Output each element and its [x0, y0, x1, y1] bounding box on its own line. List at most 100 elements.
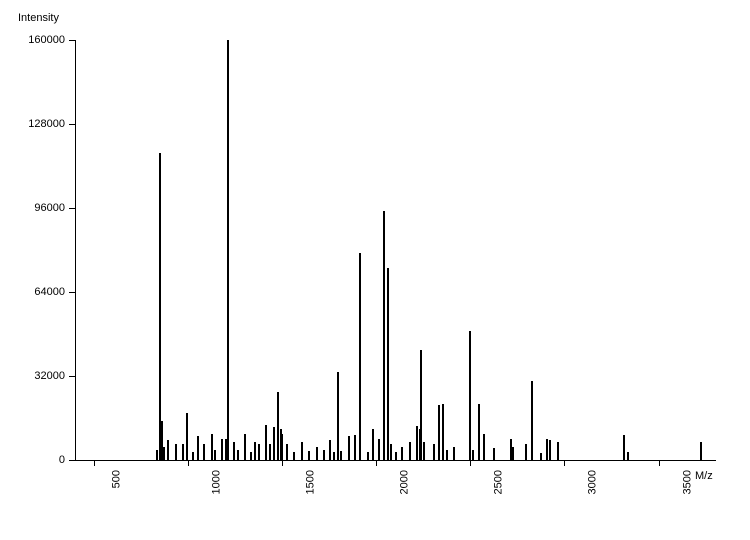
x-tick: [188, 460, 189, 466]
spectrum-peak: [483, 434, 485, 460]
spectrum-peak: [478, 404, 480, 460]
mass-spectrum-chart: Intensity M/z 0 32000 64000 96000 128000 1600…: [0, 0, 750, 540]
spectrum-peak: [348, 436, 350, 460]
spectrum-peak: [446, 450, 448, 461]
spectrum-peak: [329, 440, 331, 460]
spectrum-peak: [308, 451, 310, 460]
spectrum-peak: [401, 447, 403, 460]
y-tick-label: 160000: [28, 34, 65, 46]
y-tick-label: 96000: [34, 202, 65, 214]
x-tick: [564, 460, 565, 466]
spectrum-peak: [156, 450, 158, 461]
spectrum-peak: [442, 404, 444, 460]
spectrum-peak: [354, 435, 356, 460]
y-tick: [69, 460, 75, 461]
spectrum-peak: [161, 421, 163, 460]
spectrum-peak: [227, 40, 229, 460]
x-axis-title: M/z: [695, 470, 713, 482]
spectrum-peak: [493, 448, 495, 460]
spectrum-peak: [214, 450, 216, 461]
spectrum-peak: [233, 442, 235, 460]
spectrum-peak: [203, 444, 205, 460]
x-tick: [94, 460, 95, 466]
y-tick-label: 32000: [34, 370, 65, 382]
spectrum-peak: [420, 350, 422, 460]
spectrum-peak: [540, 453, 542, 460]
spectrum-peak: [546, 439, 548, 460]
spectrum-peak: [159, 153, 161, 460]
spectrum-peak: [438, 405, 440, 460]
spectrum-peak: [163, 447, 165, 460]
spectrum-peak: [378, 439, 380, 460]
spectrum-peak: [301, 442, 303, 460]
y-tick: [69, 40, 75, 41]
spectrum-peak: [250, 452, 252, 460]
plot-area: [75, 40, 716, 461]
spectrum-peak: [627, 452, 629, 460]
y-axis-title: Intensity: [18, 12, 59, 24]
spectrum-peak: [469, 331, 471, 460]
x-tick-label: 3000: [587, 470, 599, 494]
spectrum-peak: [340, 451, 342, 460]
spectrum-peak: [472, 450, 474, 461]
x-tick-label: 3500: [681, 470, 693, 494]
spectrum-peak: [182, 444, 184, 460]
spectrum-peak: [281, 434, 283, 460]
x-tick-label: 1000: [210, 470, 222, 494]
y-tick-label: 64000: [34, 286, 65, 298]
spectrum-peak: [700, 442, 702, 460]
spectrum-peak: [525, 444, 527, 460]
spectrum-peak: [293, 452, 295, 460]
spectrum-peak: [387, 268, 389, 460]
spectrum-peak: [512, 447, 514, 460]
spectrum-peak: [367, 452, 369, 460]
y-tick-label: 128000: [28, 118, 65, 130]
spectrum-peak: [221, 439, 223, 460]
spectrum-peak: [286, 444, 288, 460]
spectrum-peak: [333, 452, 335, 460]
y-tick: [69, 124, 75, 125]
spectrum-peak: [337, 372, 339, 460]
spectrum-peak: [390, 444, 392, 460]
x-tick-label: 2500: [493, 470, 505, 494]
spectrum-peak: [416, 426, 418, 460]
spectrum-peak: [423, 442, 425, 460]
x-tick: [470, 460, 471, 466]
spectrum-peak: [265, 425, 267, 460]
spectrum-peak: [623, 435, 625, 460]
spectrum-peak: [323, 450, 325, 461]
spectrum-peak: [237, 450, 239, 461]
spectrum-peak: [433, 444, 435, 460]
spectrum-peak: [211, 434, 213, 460]
spectrum-peak: [316, 447, 318, 460]
x-tick: [376, 460, 377, 466]
spectrum-peak: [192, 452, 194, 460]
spectrum-peak: [409, 442, 411, 460]
spectrum-peak: [175, 444, 177, 460]
x-tick: [659, 460, 660, 466]
spectrum-peak: [453, 447, 455, 460]
spectrum-peak: [395, 452, 397, 460]
spectrum-peak: [277, 392, 279, 460]
spectrum-peak: [244, 434, 246, 460]
spectrum-peak: [258, 444, 260, 460]
x-tick-label: 500: [110, 470, 122, 488]
spectrum-peak: [383, 211, 385, 460]
spectrum-peak: [372, 429, 374, 461]
spectrum-peak: [269, 444, 271, 460]
x-tick-label: 2000: [399, 470, 411, 494]
spectrum-peak: [254, 442, 256, 460]
spectrum-peak: [225, 439, 227, 460]
spectrum-peak: [197, 436, 199, 460]
y-tick: [69, 292, 75, 293]
spectrum-peak: [557, 442, 559, 460]
y-tick: [69, 376, 75, 377]
spectrum-peak: [167, 440, 169, 460]
y-tick-label: 0: [59, 454, 65, 466]
y-tick: [69, 208, 75, 209]
spectrum-peak: [186, 413, 188, 460]
x-tick: [282, 460, 283, 466]
spectrum-peak: [531, 381, 533, 460]
x-tick-label: 1500: [305, 470, 317, 494]
spectrum-peak: [273, 427, 275, 460]
